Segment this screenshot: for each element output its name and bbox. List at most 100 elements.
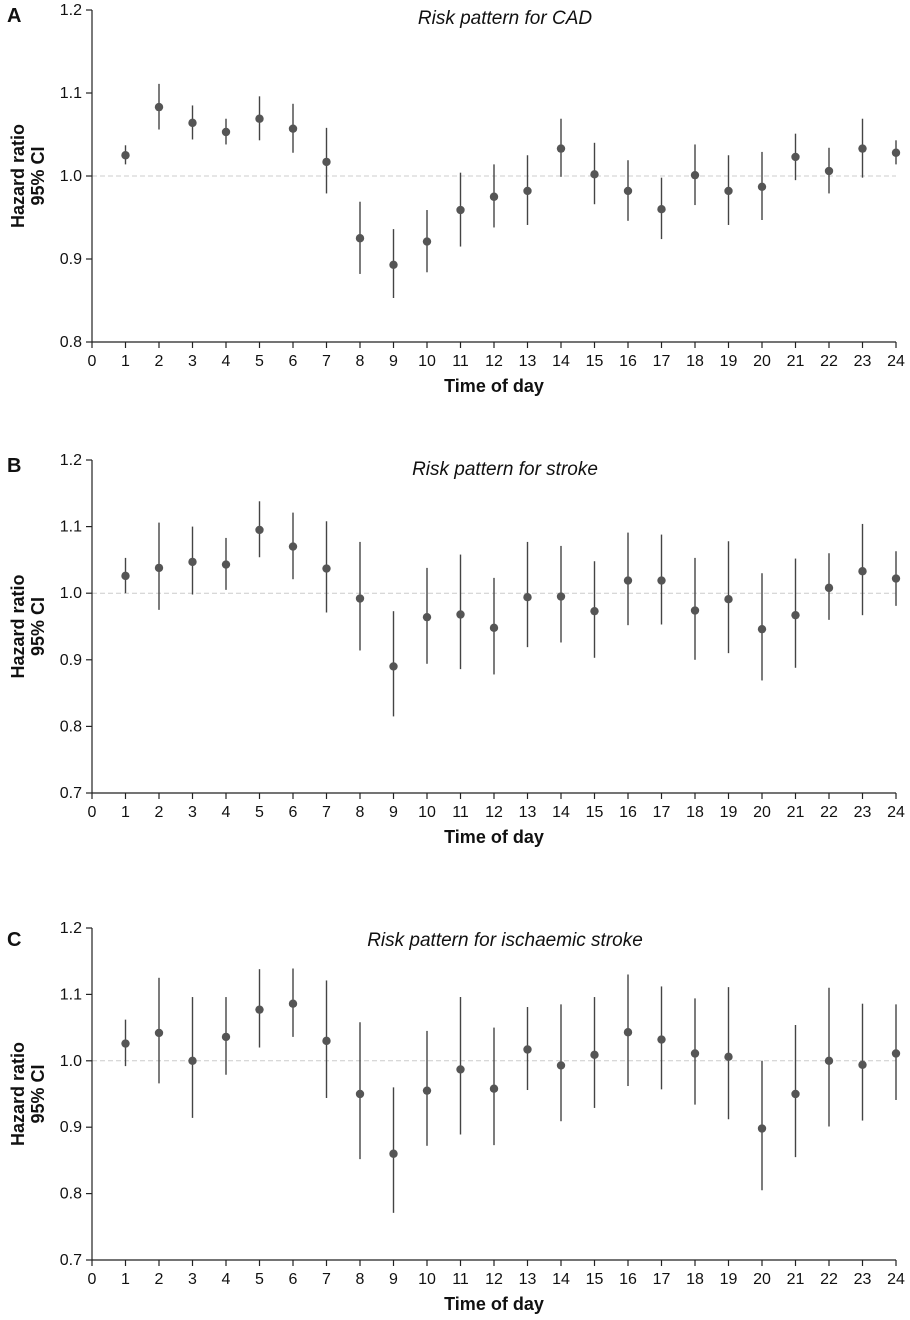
- x-tick-label: 22: [820, 1271, 838, 1288]
- point-hour-3: [188, 557, 197, 567]
- point-hour-2: [154, 102, 164, 112]
- x-tick-label: 10: [418, 1271, 436, 1288]
- y-axis-subtitle: 95% CI: [28, 1064, 48, 1123]
- y-tick-label: 1.2: [60, 920, 82, 937]
- x-tick-label: 3: [188, 353, 197, 370]
- point-hour-10: [422, 1086, 432, 1095]
- x-tick-label: 23: [854, 353, 872, 370]
- x-tick-label: 13: [519, 804, 537, 821]
- point-hour-24: [891, 574, 901, 583]
- x-tick-label: 19: [720, 1271, 738, 1288]
- point-hour-20: [757, 182, 767, 191]
- x-tick-label: 3: [188, 1271, 197, 1288]
- x-tick-label: 21: [787, 804, 805, 821]
- x-tick-label: 8: [356, 804, 365, 821]
- y-tick-label: 1.0: [60, 168, 82, 185]
- x-tick-label: 1: [121, 1271, 130, 1288]
- point-hour-12: [489, 1084, 499, 1093]
- x-tick-label: 7: [322, 353, 331, 370]
- x-tick-label: 18: [686, 804, 704, 821]
- x-tick-label: 6: [289, 804, 298, 821]
- point-hour-9: [389, 1149, 398, 1158]
- x-tick-label: 5: [255, 1271, 264, 1288]
- x-axis-title: Time of day: [444, 1294, 544, 1314]
- y-tick-label: 1.2: [60, 452, 82, 469]
- point-hour-1: [121, 571, 130, 581]
- point-hour-6: [288, 124, 298, 133]
- x-tick-label: 17: [653, 804, 671, 821]
- point-hour-1: [121, 151, 130, 160]
- y-tick-label: 1.1: [60, 85, 82, 102]
- x-tick-label: 20: [753, 353, 771, 370]
- x-tick-label: 0: [88, 804, 97, 821]
- x-tick-label: 0: [88, 353, 97, 370]
- point-hour-13: [523, 592, 532, 602]
- x-tick-label: 15: [586, 1271, 604, 1288]
- point-hour-21: [791, 610, 800, 620]
- x-tick-label: 20: [753, 804, 771, 821]
- point-hour-18: [690, 170, 700, 180]
- y-tick-label: 0.9: [60, 1119, 82, 1136]
- x-tick-label: 22: [820, 353, 838, 370]
- y-tick-label: 1.1: [60, 986, 82, 1003]
- x-tick-label: 20: [753, 1271, 771, 1288]
- point-hour-11: [456, 610, 465, 619]
- y-tick-label: 1.0: [60, 585, 82, 602]
- x-tick-label: 4: [222, 353, 231, 370]
- x-tick-label: 24: [887, 353, 905, 370]
- x-tick-label: 2: [155, 353, 164, 370]
- x-tick-label: 11: [452, 353, 469, 370]
- point-hour-21: [791, 1089, 800, 1099]
- point-hour-15: [590, 1050, 599, 1060]
- point-hour-22: [824, 1056, 834, 1066]
- point-hour-16: [623, 576, 633, 585]
- point-hour-6: [288, 542, 298, 551]
- point-hour-18: [690, 1049, 700, 1058]
- y-tick-label: 0.7: [60, 785, 82, 802]
- x-tick-label: 5: [255, 804, 264, 821]
- x-tick-label: 19: [720, 804, 738, 821]
- x-tick-label: 2: [155, 1271, 164, 1288]
- x-tick-label: 1: [121, 804, 130, 821]
- chart-title: Risk pattern for ischaemic stroke: [367, 930, 643, 951]
- point-hour-14: [556, 1061, 566, 1070]
- point-hour-2: [154, 1028, 164, 1038]
- x-tick-label: 8: [356, 353, 365, 370]
- y-tick-label: 1.1: [60, 519, 82, 536]
- x-tick-label: 15: [586, 804, 604, 821]
- x-tick-label: 21: [787, 1271, 805, 1288]
- x-tick-label: 13: [519, 1271, 537, 1288]
- panel-letter: C: [7, 929, 21, 951]
- panel-letter: A: [7, 5, 21, 27]
- point-hour-24: [891, 148, 901, 157]
- x-tick-label: 9: [389, 353, 398, 370]
- point-hour-17: [657, 1035, 666, 1044]
- x-tick-label: 18: [686, 1271, 704, 1288]
- point-hour-7: [322, 564, 331, 573]
- point-hour-12: [489, 623, 499, 633]
- y-tick-label: 0.8: [60, 334, 82, 351]
- x-tick-label: 12: [485, 353, 503, 370]
- x-tick-label: 11: [452, 804, 469, 821]
- x-tick-label: 21: [787, 353, 805, 370]
- x-tick-label: 9: [389, 804, 398, 821]
- y-tick-label: 0.8: [60, 1186, 82, 1203]
- point-hour-16: [623, 1028, 633, 1037]
- x-tick-label: 23: [854, 804, 872, 821]
- y-tick-label: 0.7: [60, 1252, 82, 1269]
- point-hour-7: [322, 1036, 331, 1046]
- point-hour-9: [389, 260, 398, 270]
- x-tick-label: 1: [121, 353, 130, 370]
- y-tick-label: 1.2: [60, 2, 82, 19]
- point-hour-11: [456, 1065, 465, 1074]
- point-hour-23: [858, 1060, 867, 1069]
- x-tick-label: 11: [452, 1271, 469, 1288]
- x-tick-label: 7: [322, 1271, 331, 1288]
- chart-title: Risk pattern for CAD: [418, 8, 592, 29]
- point-hour-17: [657, 205, 666, 214]
- point-hour-13: [523, 1045, 532, 1054]
- x-tick-label: 2: [155, 804, 164, 821]
- point-hour-16: [623, 186, 633, 196]
- point-hour-23: [858, 567, 867, 576]
- point-hour-14: [556, 144, 566, 153]
